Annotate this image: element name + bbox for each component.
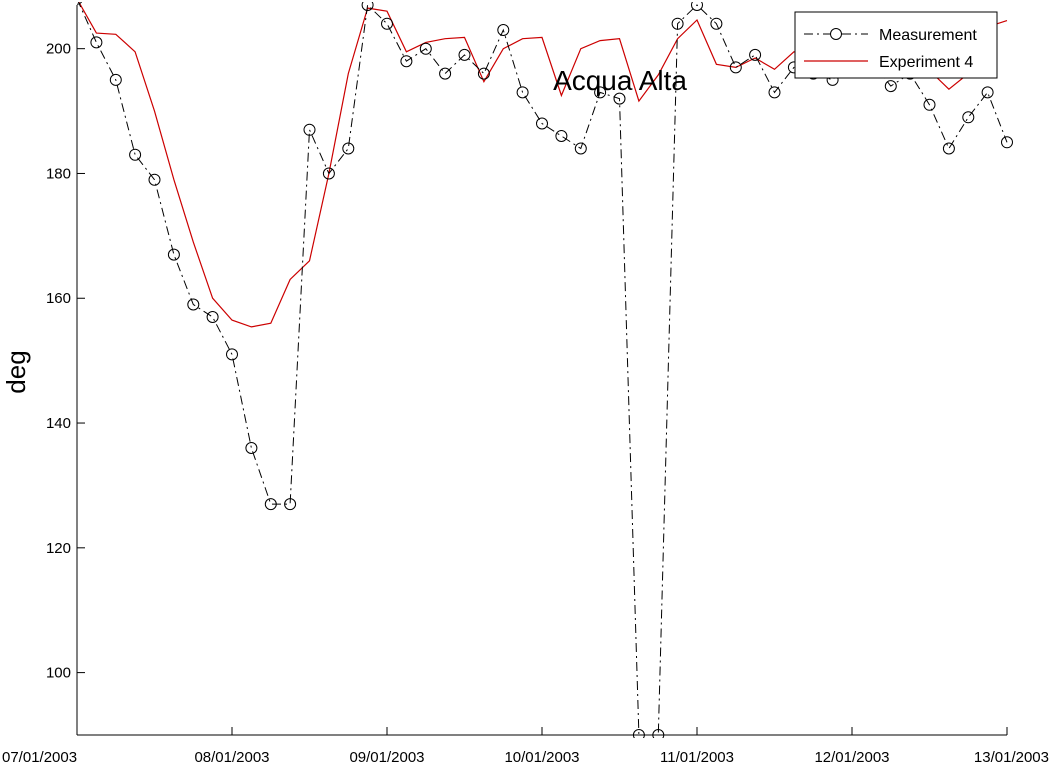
measurement-point [497,24,510,36]
y-tick-label: 140 [46,415,71,432]
series-layer [77,2,1013,738]
measurement-point [77,2,83,5]
y-tick-label: 200 [46,41,71,58]
measurement-point [90,36,103,49]
x-tick-label: 12/01/2003 [814,749,889,765]
x-tick-label: 13/01/2003 [974,749,1049,765]
measurement-point [284,498,297,511]
measurement-point [710,17,723,30]
measurement-point [632,729,645,738]
measurement-point [187,298,200,311]
x-tick-label: 08/01/2003 [194,749,269,765]
legend-label-experiment: Experiment 4 [879,54,973,71]
measurement-point [439,67,452,80]
measurement-point [245,442,258,454]
legend: Measurement Experiment 4 [794,11,998,79]
measurement-point [691,2,703,11]
axes: 07/01/2003 08/01/2003 09/01/2003 10/01/2003… [2,5,1049,765]
y-tick-label: 100 [46,665,71,682]
legend-box [794,11,998,79]
x-tick-label: 10/01/2003 [504,749,579,765]
legend-label-measurement: Measurement [879,27,977,44]
measurement-point [555,130,568,142]
measurement-point [381,17,393,30]
measurement-point [400,55,413,68]
measurement-point [768,86,781,99]
series-measurement-line [77,2,1008,736]
measurement-point [167,248,180,261]
measurement-point [671,17,684,30]
measurement-point [574,142,587,155]
y-tick-label: 120 [46,540,71,557]
measurement-point [226,348,238,361]
measurement-point [652,729,665,738]
y-tick-label: 160 [46,290,71,307]
measurement-point [594,86,607,99]
measurement-point [361,2,374,11]
measurement-point [536,117,548,130]
measurement-point [981,86,994,99]
measurement-point [322,167,335,180]
measurement-point [148,173,161,186]
measurement-point [264,498,277,511]
x-tick-label: 09/01/2003 [349,749,424,765]
measurement-point [419,42,432,55]
y-tick-label: 180 [46,165,71,182]
measurement-point [1001,136,1013,149]
measurement-point [109,73,122,86]
measurement-point [962,111,975,124]
legend-measurement-marker [830,28,842,40]
measurement-point [516,86,529,99]
y-axis-label: deg [1,350,31,393]
measurement-point [923,98,936,111]
measurement-point [749,48,762,61]
measurement-point [613,92,626,105]
measurement-point [942,142,955,155]
measurement-point [729,61,742,74]
x-tick-label: 07/01/2003 [2,749,77,765]
measurement-point [129,148,142,161]
measurement-point [884,80,897,93]
measurement-point [477,67,490,80]
x-tick-label: 11/01/2003 [660,749,734,765]
measurement-point [458,48,471,61]
measurement-point [303,123,316,136]
measurement-point [342,142,355,155]
measurement-point [206,311,219,323]
chart-title: Acqua Alta [553,65,687,96]
